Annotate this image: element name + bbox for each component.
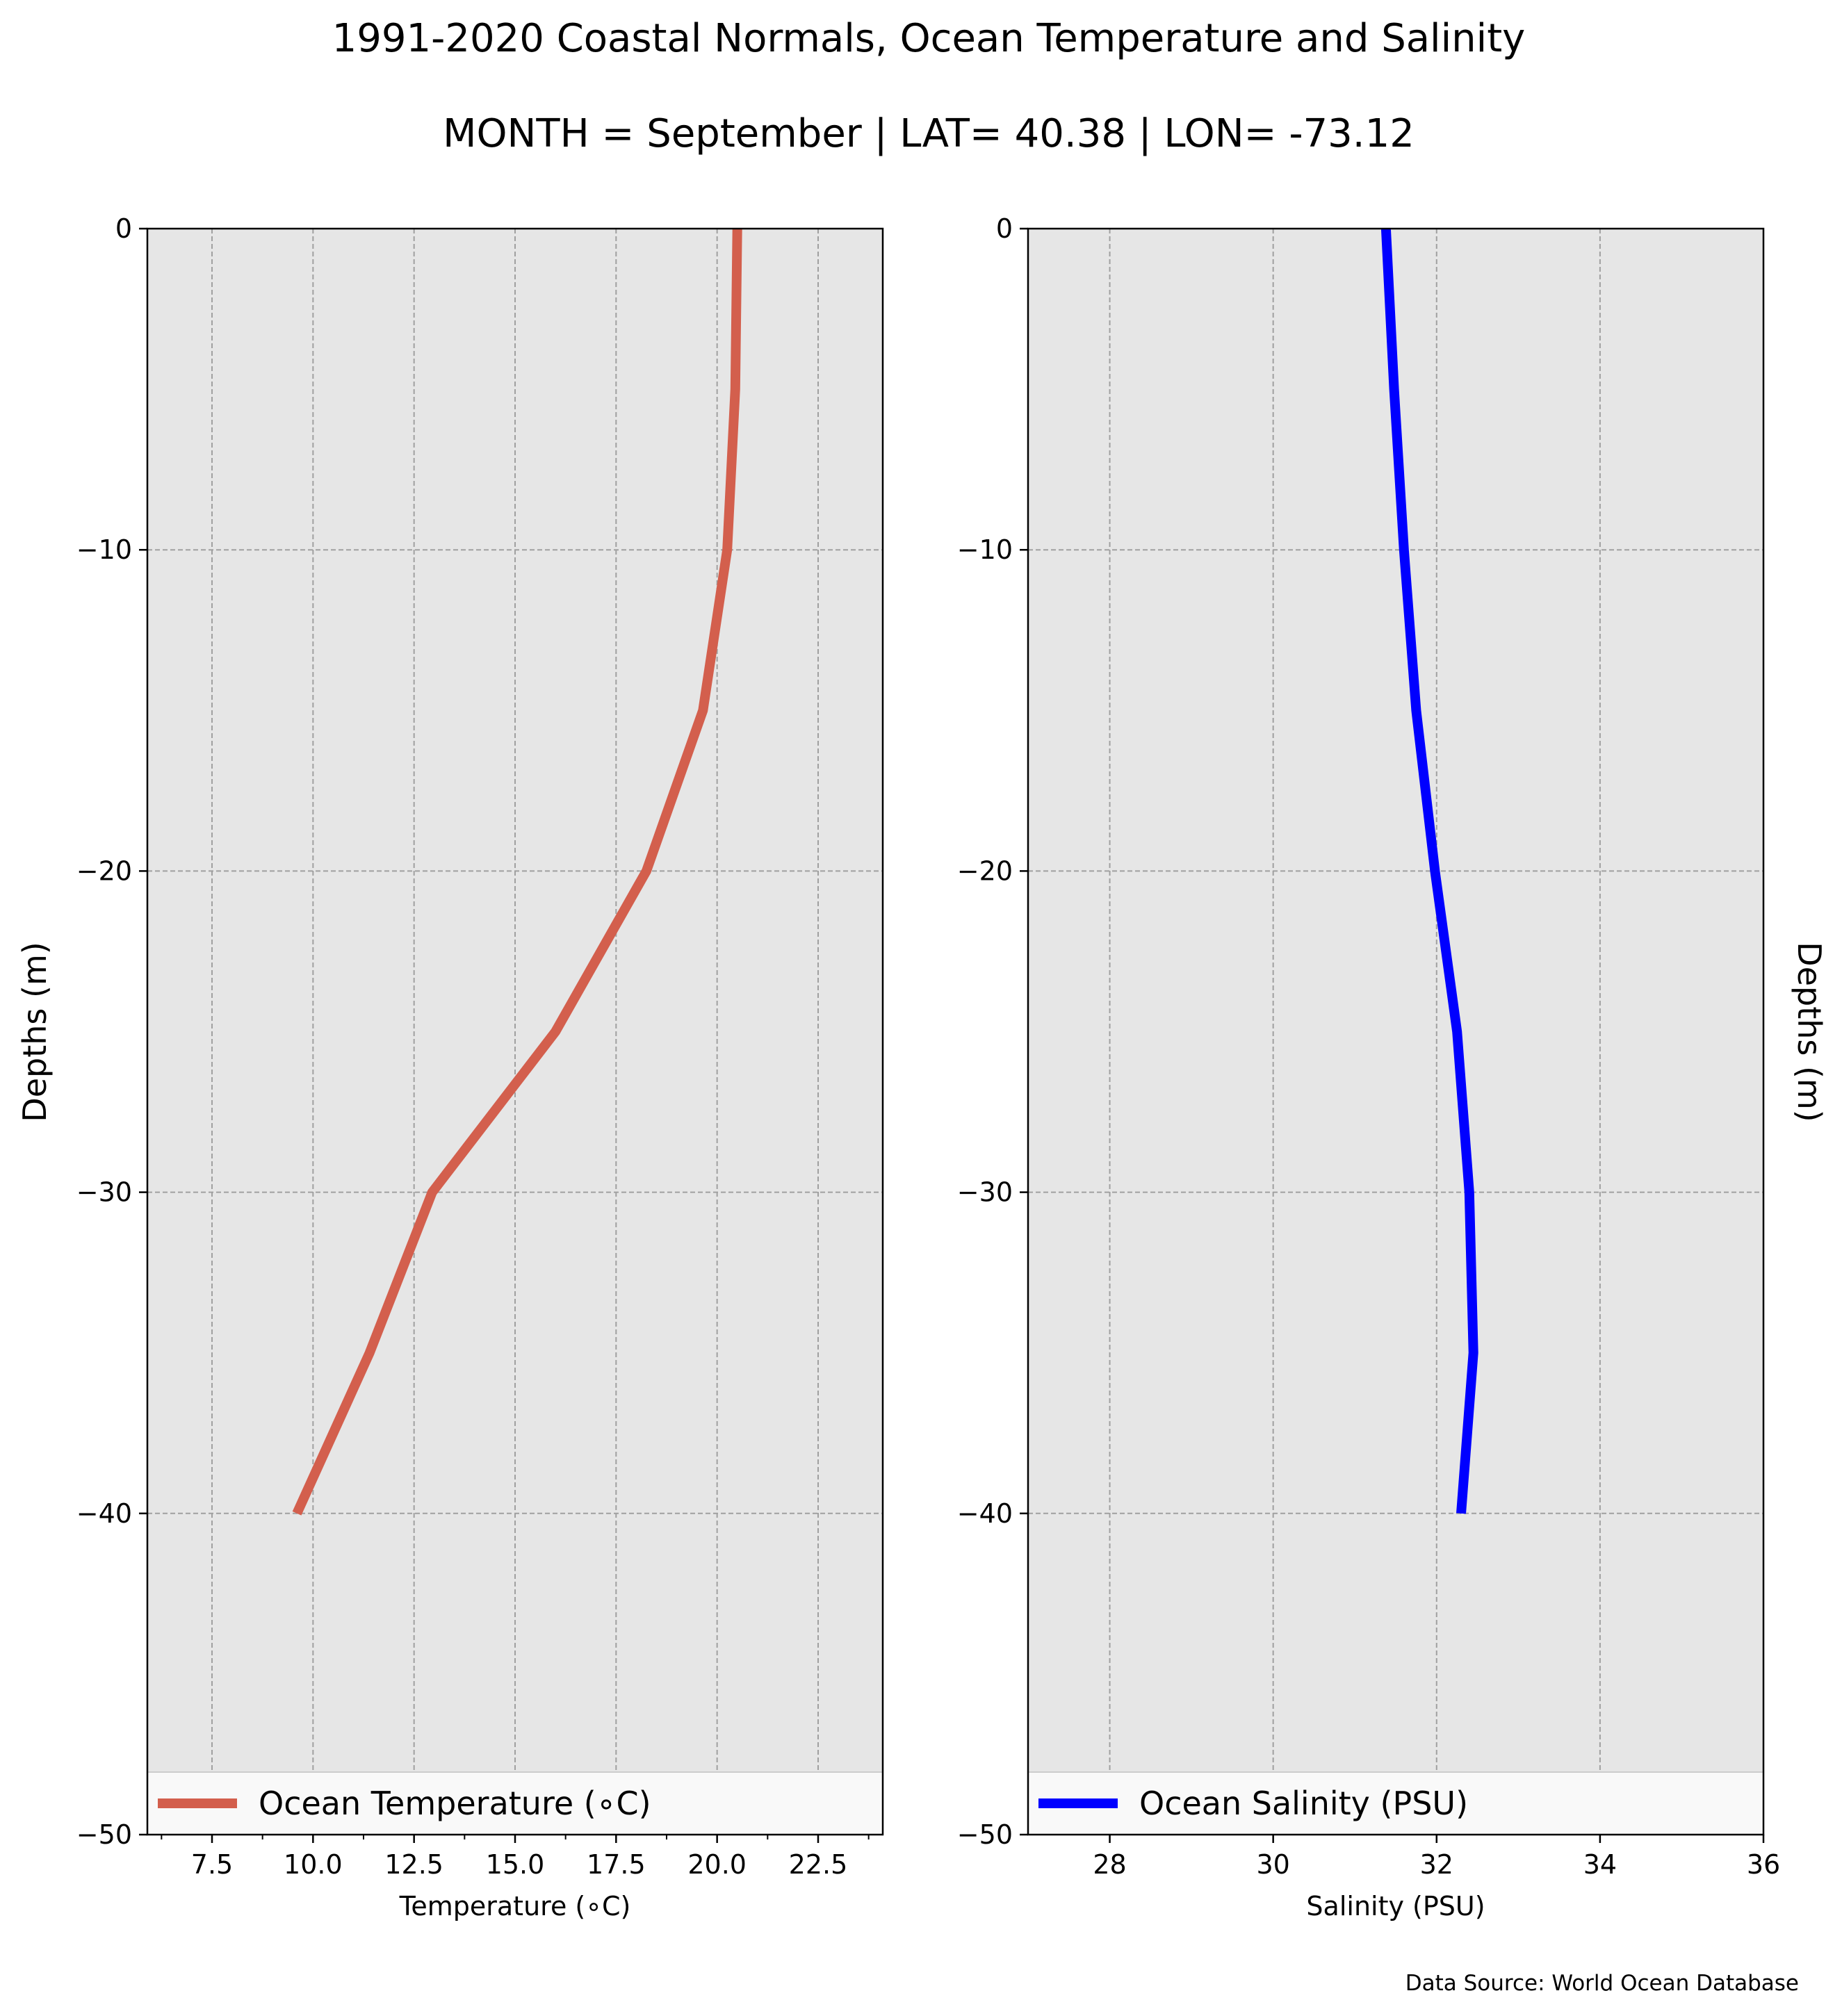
temperature-profile-point: [296, 1513, 298, 1514]
temperature-panel: Ocean Temperature (∘C) 7.5 10.0 12.5 15.0 17…: [16, 213, 884, 1921]
temperature-y-tick-label: −30: [76, 1177, 132, 1208]
salinity-x-tick-label: 36: [1747, 1849, 1780, 1880]
temperature-x-ticks: 7.5 10.0 12.5 15.0 17.5 20.0 22.5: [161, 1835, 870, 1880]
salinity-plot-frame: [1027, 227, 1765, 1836]
salinity-y-tick-label: −30: [957, 1177, 1013, 1208]
temperature-series-group: [292, 228, 742, 1516]
data-source-note: Data Source: World Ocean Database: [1405, 1971, 1799, 1996]
salinity-legend: Ocean Salinity (PSU): [1027, 1771, 1764, 1835]
salinity-y-tick-label: −40: [957, 1498, 1013, 1529]
salinity-y-tick-label: −50: [957, 1819, 1013, 1850]
figure-subtitle: MONTH = September | LAT= 40.38 | LON= -7…: [443, 111, 1415, 156]
temperature-x-tick-label: 15.0: [486, 1849, 545, 1880]
salinity-legend-box: [1027, 1771, 1764, 1835]
salinity-panel: Ocean Salinity (PSU) 28 30 32 34 36 0 −10 −20 −…: [957, 213, 1828, 1921]
salinity-x-axis-label: Salinity (PSU): [1306, 1891, 1485, 1921]
salinity-series-group: [1380, 228, 1478, 1514]
temperature-y-tick-label: 0: [115, 213, 132, 244]
salinity-legend-label: Ocean Salinity (PSU): [1139, 1785, 1468, 1822]
salinity-x-tick-label: 28: [1093, 1849, 1126, 1880]
salinity-y-ticks: 0 −10 −20 −30 −40 −50: [957, 213, 1028, 1850]
salinity-y-tick-label: 0: [996, 213, 1013, 244]
temperature-x-axis-label: Temperature (∘C): [399, 1891, 631, 1921]
salinity-x-tick-label: 30: [1256, 1849, 1289, 1880]
salinity-x-tick-label: 32: [1420, 1849, 1453, 1880]
salinity-profile-point: [1415, 710, 1417, 711]
salinity-grid: [1028, 229, 1763, 1835]
temperature-y-ticks: 0 −10 −20 −30 −40 −50: [76, 213, 147, 1850]
figure-title: 1991-2020 Coastal Normals, Ocean Tempera…: [332, 16, 1526, 61]
salinity-y-tick-label: −10: [957, 534, 1013, 565]
salinity-x-tick-label: 34: [1583, 1849, 1617, 1880]
temperature-profile-point: [369, 1352, 370, 1354]
temperature-legend: Ocean Temperature (∘C): [147, 1771, 883, 1835]
temperature-x-tick-label: 7.5: [191, 1849, 233, 1880]
temperature-x-tick-label: 20.0: [687, 1849, 747, 1880]
salinity-profile-point: [1473, 1352, 1474, 1354]
salinity-y-axis-label: Depths (m): [1791, 942, 1828, 1122]
temperature-x-tick-label: 12.5: [384, 1849, 443, 1880]
salinity-y-tick-label: −20: [957, 855, 1013, 886]
temperature-y-tick-label: −40: [76, 1498, 132, 1529]
salinity-plot-area: [1028, 229, 1763, 1835]
salinity-profile-point: [1456, 1031, 1458, 1032]
temperature-x-tick-label: 17.5: [587, 1849, 646, 1880]
temperature-y-tick-label: −10: [76, 534, 132, 565]
temperature-y-tick-label: −50: [76, 1819, 132, 1850]
salinity-x-ticks: 28 30 32 34 36: [1093, 1835, 1780, 1880]
temperature-x-tick-label: 10.0: [284, 1849, 343, 1880]
temperature-legend-label: Ocean Temperature (∘C): [259, 1785, 651, 1822]
temperature-x-tick-label: 22.5: [789, 1849, 848, 1880]
salinity-profile-point: [1460, 1513, 1462, 1514]
temperature-y-axis-label: Depths (m): [16, 942, 54, 1122]
temperature-y-tick-label: −20: [76, 855, 132, 886]
temperature-profile-point: [555, 1031, 556, 1032]
temperature-grid: [147, 229, 883, 1835]
